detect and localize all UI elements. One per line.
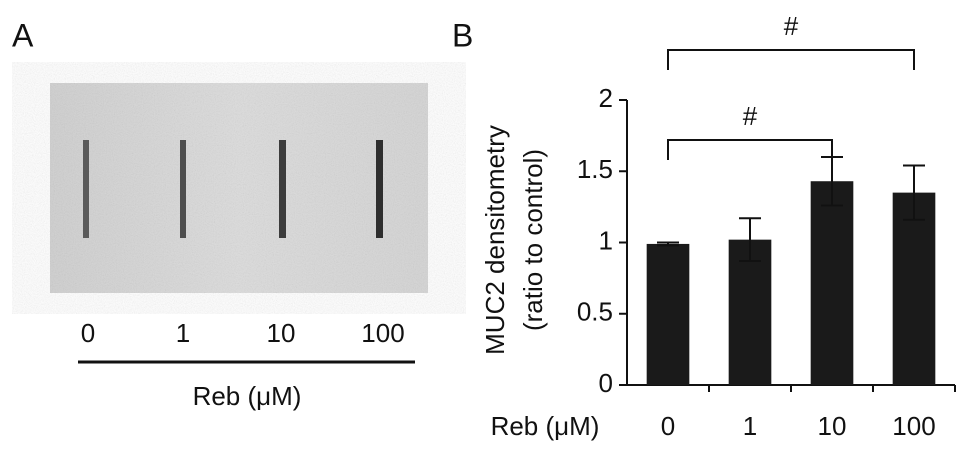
bar [646, 243, 690, 385]
lane-label: 0 [81, 318, 95, 348]
x-axis-label: Reb (μM) [491, 411, 600, 441]
lane-label: 1 [176, 318, 190, 348]
panel-label: A [12, 17, 34, 53]
y-tick-label: 0.5 [577, 297, 613, 327]
y-axis-label: (ratio to control) [518, 149, 548, 331]
blot-band [83, 140, 89, 238]
bar [892, 192, 936, 385]
x-tick-label: 100 [892, 411, 935, 441]
lane-label: 100 [361, 318, 404, 348]
bar [810, 181, 854, 385]
significance-bracket [667, 49, 915, 70]
significance-bracket [667, 139, 833, 160]
y-tick-label: 1 [599, 225, 613, 255]
y-tick-label: 0 [599, 368, 613, 398]
blot-band [279, 140, 286, 238]
error-bar [903, 164, 925, 221]
lane-label: 10 [267, 318, 296, 348]
y-axis-label: MUC2 densitometry [480, 125, 510, 355]
error-bar [657, 241, 679, 247]
significance-label: # [743, 101, 758, 131]
blot-band [376, 140, 383, 238]
y-tick-label: 1.5 [577, 154, 613, 184]
x-axis-label: Reb (μM) [193, 381, 302, 411]
y-tick-label: 2 [599, 83, 613, 113]
panel-label: B [452, 17, 473, 53]
blot-image [50, 83, 428, 293]
x-tick-label: 1 [743, 411, 757, 441]
blot-texture [50, 83, 428, 293]
error-bar [739, 217, 761, 263]
x-tick-label: 10 [818, 411, 847, 441]
blot-band [180, 140, 186, 238]
bar [728, 239, 772, 385]
x-tick-label: 0 [661, 411, 675, 441]
significance-label: # [784, 11, 799, 41]
